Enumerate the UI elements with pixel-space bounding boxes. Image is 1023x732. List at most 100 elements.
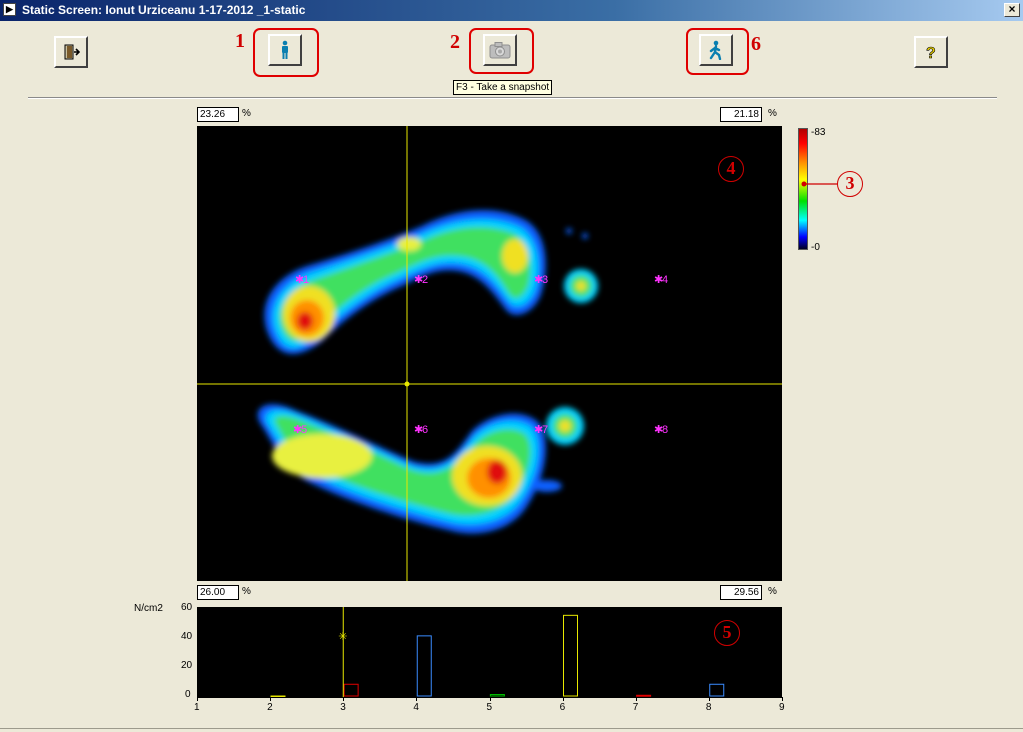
chart-bar-7 — [709, 683, 725, 697]
percent-bottom-left: 26.00 — [197, 585, 239, 600]
pressure-map[interactable]: ✱ 1 ✱ 2 ✱ 3 ✱ 4 ✱ 5 ✱ 6 ✱ 7 ✱ 8 4 — [197, 126, 782, 581]
annotation-label-6: 6 — [751, 33, 761, 55]
chart-xtick-mark-8 — [708, 697, 710, 701]
chart-ytick-20: 20 — [181, 660, 193, 671]
exit-button[interactable] — [54, 36, 88, 68]
chart-xtick-mark-9 — [782, 697, 783, 701]
help-button[interactable]: ? — [914, 36, 948, 68]
close-button[interactable]: × — [1004, 3, 1020, 17]
annotation-box-1 — [253, 28, 319, 77]
sensor-marker-1: ✱1 — [295, 274, 309, 286]
chart-xtick-mark-5 — [489, 697, 491, 701]
svg-text:✱: ✱ — [534, 424, 543, 436]
sensor-marker-label-4: 4 — [662, 274, 668, 286]
chart-xtick-mark-7 — [635, 697, 637, 701]
chart-ytick-0: 0 — [185, 689, 191, 700]
sensor-marker-label-1: 1 — [303, 274, 309, 286]
pressure-map-canvas: ✱1 ✱2 ✱3 ✱4 ✱5 ✱6 ✱7 ✱8 — [197, 126, 782, 581]
annotation-pointer-3 — [801, 181, 838, 187]
question-mark-icon: ? — [926, 45, 936, 61]
walking-person-icon — [709, 40, 722, 60]
force-bar-chart[interactable]: ✳ 5 — [197, 607, 798, 698]
svg-text:✱: ✱ — [534, 274, 543, 286]
chart-xtick-mark-4 — [416, 697, 418, 701]
chart-xtick-mark-3 — [343, 697, 345, 701]
sensor-marker-5: ✱5 — [293, 424, 307, 436]
annotation-label-5: 5 — [714, 620, 740, 646]
svg-text:✱: ✱ — [414, 274, 423, 286]
toolbar-separator — [28, 97, 997, 99]
window-bottom-edge — [0, 728, 1023, 729]
chart-bar-5 — [563, 614, 578, 697]
chart-xtick-label-7: 7 — [632, 702, 639, 713]
sensor-marker-label-8: 8 — [662, 424, 668, 436]
chart-xtick-label-4: 4 — [413, 702, 419, 713]
color-scale-min-label: -0 — [811, 242, 820, 253]
crosshair-center — [404, 381, 410, 387]
sensor-marker-label-6: 6 — [422, 424, 428, 436]
camera-icon — [489, 42, 511, 59]
annotation-label-1: 1 — [235, 30, 245, 52]
sensor-marker-6: ✱6 — [414, 424, 428, 436]
sensor-marker-label-7: 7 — [542, 424, 548, 436]
percent-top-left: 23.26 — [197, 107, 239, 122]
sensor-marker-8: ✱8 — [654, 424, 668, 436]
chart-bar-3 — [416, 635, 432, 697]
annotation-label-4: 4 — [718, 156, 744, 182]
window-title: Static Screen: Ionut Urziceanu 1-17-2012… — [22, 3, 306, 17]
chart-xtick-label-1: 1 — [194, 702, 200, 713]
chart-xtick-label-9: 9 — [779, 702, 785, 713]
percent-unit-top-left: % — [242, 108, 251, 119]
chart-ytick-40: 40 — [181, 631, 193, 642]
svg-text:✱: ✱ — [654, 274, 663, 286]
sensor-marker-4: ✱4 — [654, 274, 668, 286]
percent-unit-bottom-left: % — [242, 586, 251, 597]
chart-xtick-mark-1 — [197, 697, 198, 701]
sensor-marker-2: ✱2 — [414, 274, 428, 286]
chart-xtick-label-6: 6 — [559, 702, 566, 713]
chart-xtick-mark-2 — [270, 697, 272, 701]
snapshot-button[interactable] — [483, 34, 517, 66]
chart-xtick-mark-6 — [562, 697, 564, 701]
standing-person-icon — [282, 40, 288, 59]
svg-text:✱: ✱ — [654, 424, 663, 436]
percent-unit-top-right: % — [768, 108, 777, 119]
force-bar-chart-canvas: ✳ — [270, 607, 798, 698]
annotation-label-2: 2 — [450, 31, 460, 53]
gait-mode-button[interactable] — [699, 34, 733, 66]
exit-door-icon — [64, 44, 80, 60]
chart-bar-6 — [636, 694, 652, 697]
chart-y-unit: N/cm2 — [134, 603, 163, 614]
percent-top-right: 21.18 — [720, 107, 762, 122]
percent-bottom-right: 29.56 — [720, 585, 762, 600]
top-foot-print — [264, 210, 598, 354]
static-mode-button[interactable] — [268, 34, 302, 66]
svg-text:?: ? — [926, 45, 936, 61]
chart-xtick-label-3: 3 — [340, 702, 346, 713]
title-bar: ▶ Static Screen: Ionut Urziceanu 1-17-20… — [0, 0, 1023, 21]
app-icon: ▶ — [3, 3, 16, 16]
chart-bar-4 — [489, 694, 505, 697]
annotation-box-6 — [686, 28, 749, 75]
percent-unit-bottom-right: % — [768, 586, 777, 597]
chart-bar-2 — [343, 683, 359, 697]
annotation-label-3: 3 — [837, 171, 863, 197]
chart-cursor-marker: ✳ — [338, 631, 347, 643]
color-scale-max-label: -83 — [811, 127, 826, 138]
chart-xtick-label-8: 8 — [705, 702, 712, 713]
pressure-color-scale — [798, 128, 808, 250]
chart-ytick-60: 60 — [181, 602, 193, 613]
sensor-marker-label-5: 5 — [301, 424, 307, 436]
svg-text:✱: ✱ — [295, 274, 304, 286]
annotation-box-2 — [469, 28, 534, 74]
chart-x-axis-line — [197, 697, 783, 698]
svg-text:✱: ✱ — [293, 424, 302, 436]
sensor-marker-7: ✱7 — [534, 424, 548, 436]
chart-xtick-label-2: 2 — [267, 702, 273, 713]
sensor-marker-3: ✱3 — [534, 274, 548, 286]
snapshot-tooltip: F3 - Take a snapshot — [453, 80, 553, 95]
sensor-marker-label-3: 3 — [542, 274, 548, 286]
svg-text:✱: ✱ — [414, 424, 423, 436]
sensor-marker-label-2: 2 — [422, 274, 428, 286]
chart-xtick-label-5: 5 — [486, 702, 493, 713]
